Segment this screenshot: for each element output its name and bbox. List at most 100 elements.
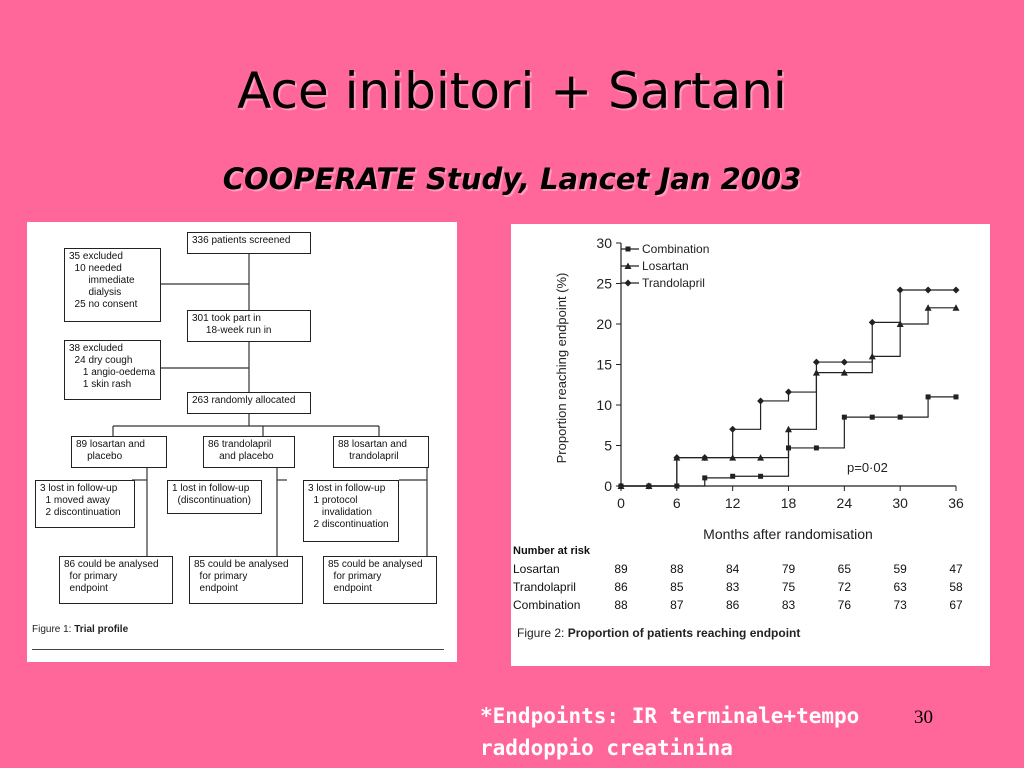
risk-row-label: Trandolapril (513, 580, 576, 594)
legend-marker-losartan (624, 262, 632, 269)
page-number: 30 (914, 707, 933, 728)
y-tick-label: 5 (604, 438, 612, 454)
risk-value: 88 (614, 598, 628, 612)
risk-value: 75 (782, 580, 796, 594)
combination-point (758, 473, 764, 479)
endpoint-chart: 0 6 12 18 24 30 36 0 5 10 15 20 25 30 Combination Losa… (513, 235, 964, 640)
analysed-box-2: 85 could be analysed for primary endpoin… (189, 556, 303, 604)
trandolapril-point (617, 482, 625, 490)
lost-followup-box-1: 3 lost in follow-up 1 moved away 2 disco… (35, 480, 135, 528)
run-in-box: 301 took part in 18-week run in (187, 310, 311, 342)
slide-title: Ace inibitori + Sartani (237, 62, 787, 120)
y-axis-label: Proportion reaching endpoint (%) (554, 273, 569, 464)
losartan-point (757, 454, 765, 461)
chart-legend: Combination Losartan Trandolapril (621, 242, 709, 290)
x-tick-label: 24 (837, 495, 853, 511)
legend-marker-trandolapril (624, 279, 632, 287)
trandolapril-point (812, 358, 820, 366)
x-tick-label: 30 (892, 495, 908, 511)
analysed-box-3: 85 could be analysed for primary endpoin… (323, 556, 437, 604)
combination-series-line (621, 396, 956, 487)
analysed-box-1: 86 could be analysed for primary endpoin… (59, 556, 173, 604)
y-tick-label: 0 (604, 478, 612, 494)
trandolapril-point (924, 286, 932, 294)
endpoint-chart-figure: 0 6 12 18 24 30 36 0 5 10 15 20 25 30 Combination Losa… (511, 224, 990, 666)
trandolapril-point (673, 454, 681, 462)
chart-series (617, 286, 960, 490)
risk-value: 79 (782, 562, 796, 576)
y-tick-label: 15 (596, 357, 612, 373)
risk-value: 84 (726, 562, 740, 576)
y-tick-label: 10 (596, 397, 612, 413)
randomised-box: 263 randomly allocated (187, 392, 311, 414)
trandolapril-point (701, 454, 709, 462)
risk-value: 86 (726, 598, 740, 612)
trandolapril-point (757, 397, 765, 405)
losartan-point (896, 320, 904, 327)
risk-value: 65 (838, 562, 852, 576)
x-axis-label: Months after randomisation (703, 526, 873, 542)
legend-label-losartan: Losartan (642, 259, 689, 273)
trandolapril-point (785, 388, 792, 396)
combination-point (897, 414, 903, 420)
combination-point (702, 475, 708, 481)
p-value-annotation: p=0·02 (847, 460, 888, 475)
arm-trandolapril-box: 86 trandolapril and placebo (203, 436, 295, 468)
caption-divider (32, 649, 444, 650)
slide-subtitle: COOPERATE Study, Lancet Jan 2003 (222, 162, 802, 196)
endpoints-note-line2: raddoppio creatinina (480, 736, 733, 760)
risk-value: 47 (949, 562, 963, 576)
risk-value: 83 (782, 598, 796, 612)
y-tick-label: 20 (596, 316, 612, 332)
legend-marker-combination (625, 246, 631, 252)
risk-value: 86 (614, 580, 628, 594)
combination-point (925, 394, 931, 400)
risk-value: 83 (726, 580, 740, 594)
risk-value: 73 (893, 598, 907, 612)
combination-point (813, 445, 819, 451)
x-tick-label: 0 (617, 495, 625, 511)
risk-value: 63 (893, 580, 907, 594)
endpoints-note: *Endpoints: IR terminale+tempo raddoppio… (480, 700, 859, 764)
x-tick-label: 36 (948, 495, 964, 511)
x-tick-label: 12 (725, 495, 741, 511)
trandolapril-point (952, 286, 960, 294)
risk-value: 88 (670, 562, 684, 576)
combination-point (869, 414, 875, 420)
screened-box: 336 patients screened (187, 232, 311, 254)
risk-row-label: Combination (513, 598, 580, 612)
arm-losartan-box: 89 losartan and placebo (71, 436, 167, 468)
y-tick-label: 25 (596, 276, 612, 292)
trandolapril-point (729, 425, 737, 433)
legend-label-combination: Combination (642, 242, 709, 256)
endpoints-note-line1: *Endpoints: IR terminale+tempo (480, 704, 860, 728)
excluded-box-2: 38 excluded 24 dry cough 1 angio-oedema … (64, 340, 161, 400)
losartan-point (952, 304, 960, 311)
risk-row-label: Losartan (513, 562, 560, 576)
arm-combination-box: 88 losartan and trandolapril (333, 436, 429, 468)
risk-value: 58 (949, 580, 963, 594)
y-tick-label: 30 (596, 235, 612, 251)
trial-profile-figure: 336 patients screened 35 excluded 10 nee… (27, 222, 457, 662)
combination-point (730, 473, 736, 479)
x-tick-label: 6 (673, 495, 681, 511)
risk-table: Losartan 89 88 84 79 65 59 47 Trandolapril 86 85 83… (513, 562, 963, 612)
losartan-point (840, 369, 848, 376)
trandolapril-series-line (621, 289, 956, 487)
combination-point (953, 394, 959, 400)
risk-value: 59 (893, 562, 907, 576)
losartan-point (785, 425, 792, 433)
risk-value: 89 (614, 562, 628, 576)
losartan-point (924, 304, 932, 311)
x-tick-label: 18 (781, 495, 797, 511)
risk-table-header: Number at risk (513, 545, 591, 557)
lost-followup-box-2: 1 lost in follow-up (discontinuation) (167, 480, 262, 514)
lost-followup-box-3: 3 lost in follow-up 1 protocol invalidat… (303, 480, 399, 542)
trandolapril-point (645, 482, 653, 490)
chart-axes: 0 6 12 18 24 30 36 0 5 10 15 20 25 30 (596, 235, 964, 511)
trandolapril-point (896, 286, 904, 294)
trandolapril-point (840, 358, 848, 366)
risk-value: 67 (949, 598, 963, 612)
excluded-box-1: 35 excluded 10 needed immediate dialysis… (64, 248, 161, 322)
combination-point (841, 414, 847, 420)
